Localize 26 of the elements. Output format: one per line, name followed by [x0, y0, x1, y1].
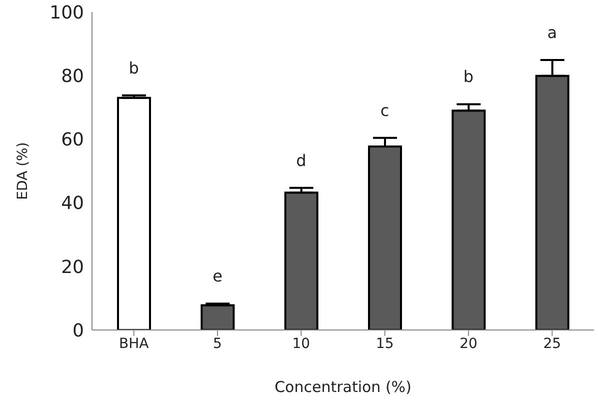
annotation: b	[128, 58, 139, 78]
annotation: b	[463, 67, 474, 86]
bar	[200, 304, 235, 330]
y-axis-title: EDA (%)	[14, 142, 31, 200]
y-tick-label: 0	[72, 320, 84, 342]
y-tick-label: 40	[61, 193, 84, 214]
x-axis-title: Concentration (%)	[274, 378, 412, 396]
y-tick-label: 80	[61, 66, 84, 87]
annotation: e	[212, 266, 222, 286]
bar	[535, 74, 570, 330]
annotation: a	[547, 23, 558, 42]
bar	[368, 146, 402, 330]
bar	[284, 192, 318, 330]
annotation: d	[296, 150, 306, 170]
x-tick-label: 5	[213, 336, 222, 352]
x-tick-label: 20	[460, 336, 478, 352]
x-tick-label: 25	[543, 336, 562, 352]
bar	[452, 110, 486, 330]
y-tick-label: 60	[61, 130, 84, 151]
bar	[117, 96, 151, 330]
x-tick-label: BHA	[118, 336, 150, 352]
y-tick-label: 100	[50, 2, 84, 24]
x-tick-label: 10	[292, 336, 310, 352]
y-tick-label: 20	[61, 256, 84, 278]
annotation: c	[380, 100, 390, 120]
x-tick-label: 15	[376, 336, 394, 352]
